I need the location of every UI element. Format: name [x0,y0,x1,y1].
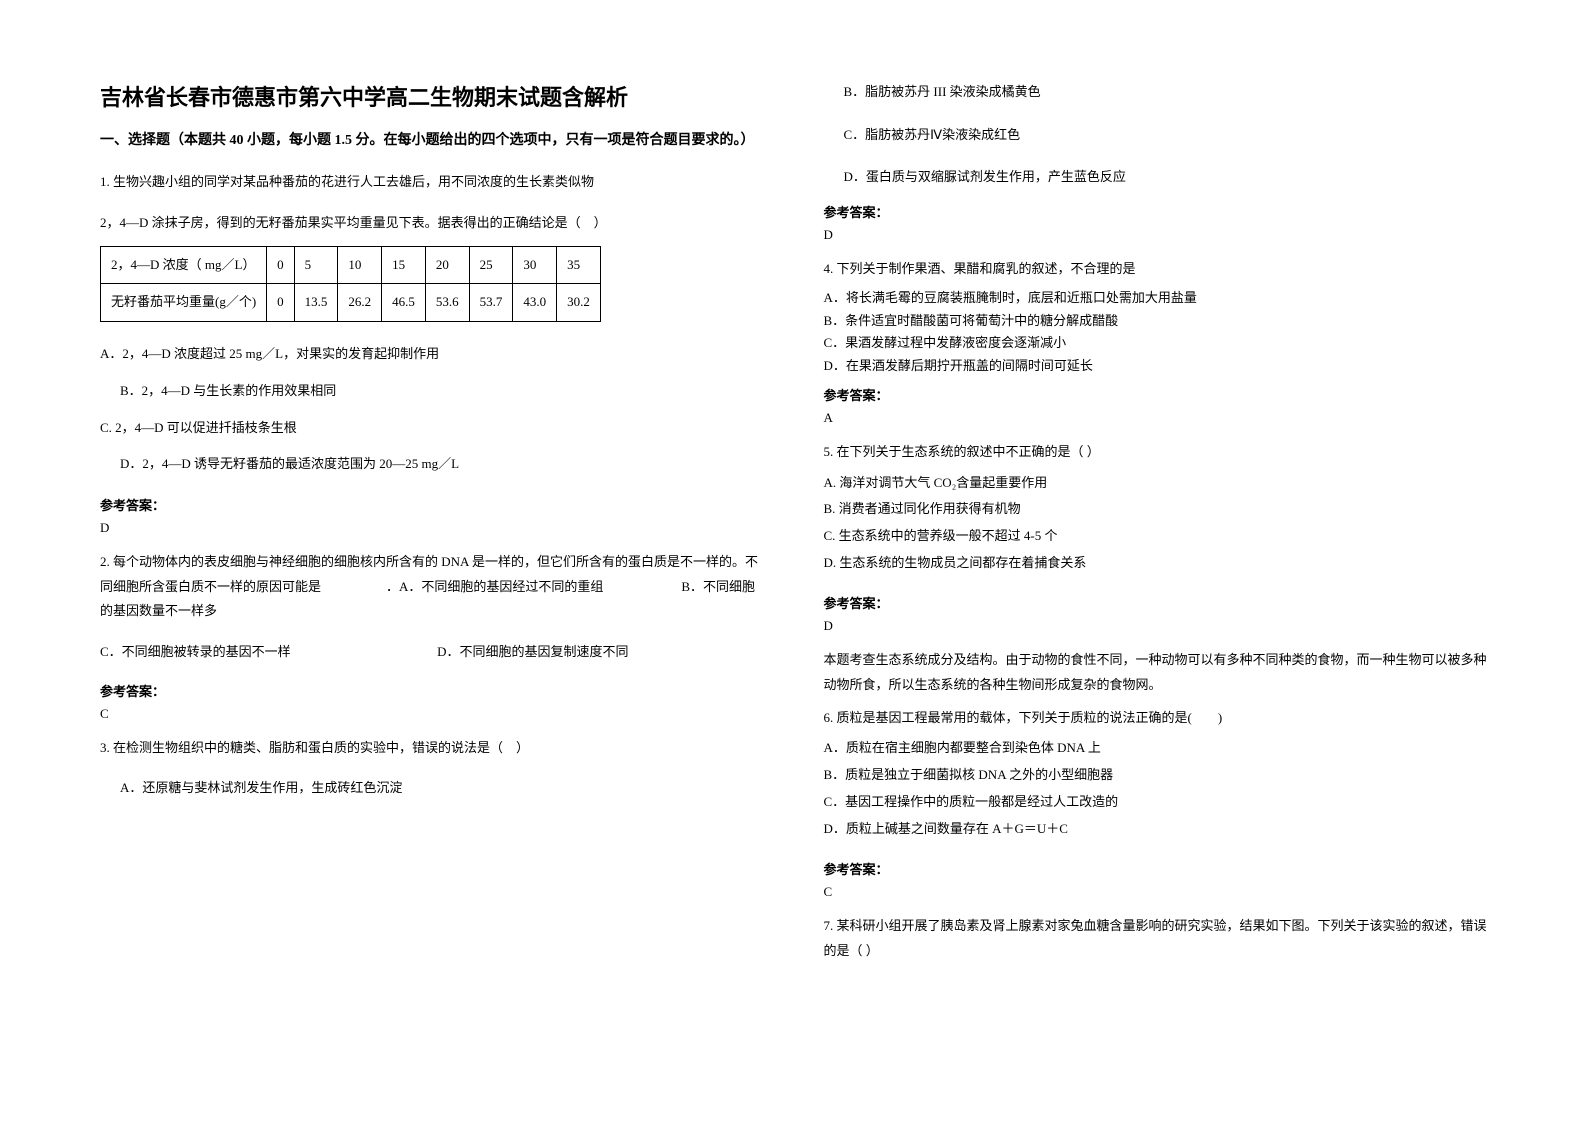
q2-answer: C [100,706,764,722]
table-cell: 26.2 [338,284,382,322]
q4-option-b: B．条件适宜时醋酸菌可将葡萄汁中的糖分解成醋酸 [824,311,1488,332]
q4-answer-label: 参考答案： [824,385,1488,404]
table-cell: 5 [294,246,338,284]
q4-text: 4. 下列关于制作果酒、果醋和腐乳的叙述，不合理的是 [824,257,1488,282]
q1-answer: D [100,520,764,536]
table-cell: 25 [469,246,513,284]
q4-option-a: A．将长满毛霉的豆腐装瓶腌制时，底层和近瓶口处需加大用盐量 [824,288,1488,309]
table-cell: 10 [338,246,382,284]
q1-option-d: D．2，4—D 诱导无籽番茄的最适浓度范围为 20—25 mg／L [100,452,764,477]
table-cell: 30 [513,246,557,284]
q1-table: 2，4—D 浓度（ mg／L） 0 5 10 15 20 25 30 35 无籽… [100,246,601,322]
left-column: 吉林省长春市德惠市第六中学高二生物期末试题含解析 一、选择题（本题共 40 小题… [100,80,764,1082]
table-cell: 15 [382,246,426,284]
question-3: 3. 在检测生物组织中的糖类、脂肪和蛋白质的实验中，错误的说法是（ ） A．还原… [100,736,764,803]
question-1: 1. 生物兴趣小组的同学对某品种番茄的花进行人工去雄后，用不同浓度的生长素类似物… [100,170,764,479]
table-cell: 46.5 [382,284,426,322]
q5-text: 5. 在下列关于生态系统的叙述中不正确的是（ ） [824,440,1488,465]
question-4: 4. 下列关于制作果酒、果醋和腐乳的叙述，不合理的是 A．将长满毛霉的豆腐装瓶腌… [824,257,1488,379]
q3-answer-label: 参考答案： [824,202,1488,221]
q6-text: 6. 质粒是基因工程最常用的载体，下列关于质粒的说法正确的是( ) [824,706,1488,731]
table-cell: 20 [425,246,469,284]
table-cell: 13.5 [294,284,338,322]
q2-text: 2. 每个动物体内的表皮细胞与神经细胞的细胞核内所含有的 DNA 是一样的，但它… [100,550,764,624]
q6-answer: C [824,884,1488,900]
table-cell: 0 [267,246,295,284]
q1-line1: 1. 生物兴趣小组的同学对某品种番茄的花进行人工去雄后，用不同浓度的生长素类似物 [100,170,764,195]
q5-answer: D [824,618,1488,634]
q6-option-c: C．基因工程操作中的质粒一般都是经过人工改造的 [824,790,1488,815]
q6-option-d: D．质粒上碱基之间数量存在 A＋G＝U＋C [824,817,1488,842]
q2-option-c: C．不同细胞被转录的基因不一样 [100,644,291,659]
q5-option-c: C. 生态系统中的营养级一般不超过 4-5 个 [824,524,1488,549]
page-title: 吉林省长春市德惠市第六中学高二生物期末试题含解析 [100,80,764,112]
table-row: 2，4—D 浓度（ mg／L） 0 5 10 15 20 25 30 35 [101,246,601,284]
q5-answer-label: 参考答案： [824,593,1488,612]
q1-line2: 2，4—D 涂抹子房，得到的无籽番茄果实平均重量见下表。据表得出的正确结论是（ … [100,211,764,236]
q4-option-c: C．果酒发酵过程中发酵液密度会逐渐减小 [824,333,1488,354]
q3-option-b: B．脂肪被苏丹 III 染液染成橘黄色 [824,80,1488,105]
q6-option-a: A．质粒在宿主细胞内都要整合到染色体 DNA 上 [824,736,1488,761]
q2-options-cd: C．不同细胞被转录的基因不一样 D．不同细胞的基因复制速度不同 [100,640,764,665]
question-2: 2. 每个动物体内的表皮细胞与神经细胞的细胞核内所含有的 DNA 是一样的，但它… [100,550,764,665]
q4-answer: A [824,410,1488,426]
q1-answer-label: 参考答案： [100,495,764,514]
q5-explanation: 本题考查生态系统成分及结构。由于动物的食性不同，一种动物可以有多种不同种类的食物… [824,648,1488,697]
q2-answer-label: 参考答案： [100,681,764,700]
q1-option-c: C. 2，4—D 可以促进扦插枝条生根 [100,416,764,441]
q6-option-b: B．质粒是独立于细菌拟核 DNA 之外的小型细胞器 [824,763,1488,788]
q3-answer: D [824,227,1488,243]
q1-option-b: B．2，4—D 与生长素的作用效果相同 [100,379,764,404]
table-cell: 无籽番茄平均重量(g／个) [101,284,267,322]
table-cell: 30.2 [557,284,601,322]
q3-option-c: C．脂肪被苏丹Ⅳ染液染成红色 [824,123,1488,148]
table-row: 无籽番茄平均重量(g／个) 0 13.5 26.2 46.5 53.6 53.7… [101,284,601,322]
q4-option-d: D．在果酒发酵后期拧开瓶盖的间隔时间可延长 [824,356,1488,377]
table-cell: 35 [557,246,601,284]
q5-option-d: D. 生态系统的生物成员之间都存在着捕食关系 [824,551,1488,576]
table-cell: 53.7 [469,284,513,322]
right-column: B．脂肪被苏丹 III 染液染成橘黄色 C．脂肪被苏丹Ⅳ染液染成红色 D．蛋白质… [824,80,1488,1082]
q6-answer-label: 参考答案： [824,859,1488,878]
question-7: 7. 某科研小组开展了胰岛素及肾上腺素对家兔血糖含量影响的研究实验，结果如下图。… [824,914,1488,969]
table-cell: 2，4—D 浓度（ mg／L） [101,246,267,284]
table-cell: 0 [267,284,295,322]
q3-option-a: A．还原糖与斐林试剂发生作用，生成砖红色沉淀 [100,776,764,801]
q2-option-d: D．不同细胞的基因复制速度不同 [437,644,628,659]
section-header: 一、选择题（本题共 40 小题，每小题 1.5 分。在每小题给出的四个选项中，只… [100,130,764,152]
question-5: 5. 在下列关于生态系统的叙述中不正确的是（ ） A. 海洋对调节大气 CO₂含… [824,440,1488,577]
q1-option-a: A．2，4—D 浓度超过 25 mg／L，对果实的发育起抑制作用 [100,342,764,367]
q3-text: 3. 在检测生物组织中的糖类、脂肪和蛋白质的实验中，错误的说法是（ ） [100,736,764,761]
q5-option-b: B. 消费者通过同化作用获得有机物 [824,497,1488,522]
table-cell: 43.0 [513,284,557,322]
q5-option-a: A. 海洋对调节大气 CO₂含量起重要作用 [824,471,1488,496]
table-cell: 53.6 [425,284,469,322]
question-6: 6. 质粒是基因工程最常用的载体，下列关于质粒的说法正确的是( ) A．质粒在宿… [824,706,1488,843]
q7-text: 7. 某科研小组开展了胰岛素及肾上腺素对家兔血糖含量影响的研究实验，结果如下图。… [824,914,1488,963]
q3-option-d: D．蛋白质与双缩脲试剂发生作用，产生蓝色反应 [824,165,1488,190]
